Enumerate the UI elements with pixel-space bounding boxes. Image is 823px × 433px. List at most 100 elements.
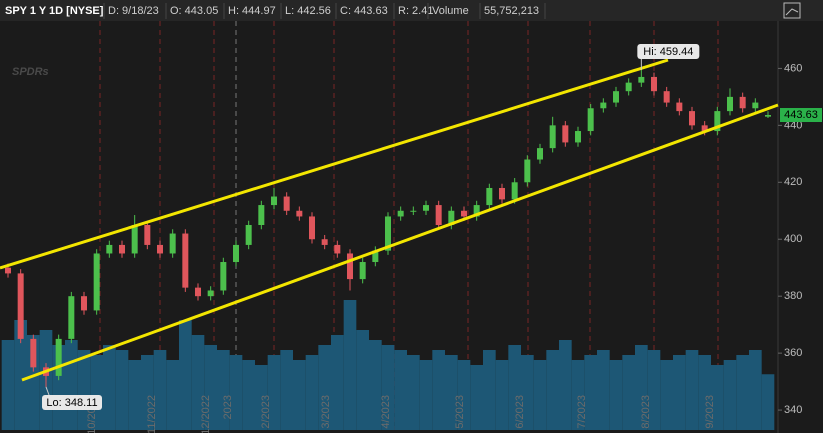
candle-body	[765, 115, 771, 117]
month-label: 11/2022	[146, 395, 158, 433]
volume-bar	[179, 320, 192, 430]
candle-body	[334, 244, 341, 254]
date: D: 9/18/23	[108, 5, 159, 17]
volume-bar	[128, 360, 141, 430]
candle-body	[651, 76, 657, 92]
y-tick-label: 420	[784, 176, 802, 188]
month-label: 7/2023	[576, 395, 588, 429]
volume-bar	[191, 335, 205, 430]
lo-box	[42, 395, 102, 410]
volume-bar	[673, 355, 686, 430]
volume-bar	[305, 355, 319, 430]
candle-body	[752, 102, 759, 109]
low: L: 442.56	[285, 5, 331, 17]
volume-bar	[166, 360, 179, 430]
volume-bar	[571, 360, 585, 430]
volume-bar	[229, 355, 243, 430]
volume-bar	[153, 350, 167, 430]
y-tick-label: 380	[784, 290, 802, 302]
volume-bar	[293, 360, 306, 430]
y-tick-label: 360	[784, 347, 802, 359]
candle-body	[30, 338, 37, 368]
month-label: 2023	[222, 395, 234, 419]
volume-bar	[381, 345, 395, 430]
last-price-badge	[780, 108, 822, 123]
month-label: 6/2023	[514, 395, 526, 429]
candle-body	[309, 216, 315, 240]
volume-bar	[14, 320, 27, 430]
volume-bar	[521, 355, 534, 430]
candle-body	[372, 250, 379, 263]
month-label: 12/2022	[200, 395, 212, 433]
month-label: 2/2023	[260, 395, 272, 429]
candle-body	[93, 253, 100, 311]
candle-body	[625, 82, 632, 92]
range: R: 2.41	[398, 5, 433, 17]
candle-body	[461, 210, 467, 217]
close: C: 443.63	[340, 5, 388, 17]
header-separators	[103, 3, 546, 19]
candle-body	[68, 296, 75, 339]
volume-bar	[445, 355, 458, 430]
volume-bar	[470, 365, 483, 430]
candle-body	[410, 210, 417, 212]
candle-body	[435, 205, 442, 225]
volume-bar	[27, 335, 40, 430]
candle-body	[106, 244, 113, 254]
volume-bar	[267, 355, 281, 430]
volume-bar	[483, 350, 496, 430]
volume-bar	[723, 360, 737, 430]
candle-body	[157, 244, 163, 254]
month-label: 5/2023	[454, 395, 466, 429]
candle-body	[220, 262, 227, 291]
volume-bar	[394, 350, 407, 430]
watermark: SPDRs	[12, 66, 49, 78]
y-tick-label: 340	[784, 404, 802, 416]
volume-bar	[622, 355, 635, 430]
candle-body	[575, 131, 581, 143]
volume-bar	[369, 340, 382, 430]
volume-bar	[419, 360, 433, 430]
volume-bar	[356, 330, 369, 430]
candle-body	[283, 196, 290, 211]
header: SPY 1 Y 1D [NYSE] D: 9/18/23 O: 443.05 H…	[5, 5, 539, 17]
candle-body	[233, 244, 239, 263]
candle-body	[81, 296, 87, 311]
volume-bar	[217, 350, 230, 430]
candle-body	[17, 273, 24, 339]
tool-icon[interactable]	[783, 2, 801, 19]
candle-body	[5, 267, 11, 274]
volume-bar	[1, 340, 15, 430]
volume-bar	[698, 355, 711, 430]
candle-body	[347, 253, 353, 280]
candle-body	[359, 262, 366, 280]
candle-body	[423, 205, 429, 211]
volume-bar	[90, 355, 103, 430]
candle-body	[207, 290, 214, 297]
volume-bar	[432, 350, 445, 430]
volume-bar	[457, 360, 471, 430]
volume-bar	[204, 345, 217, 430]
volume-bar	[635, 345, 648, 430]
volume-bar	[115, 350, 129, 430]
candle-body	[549, 125, 556, 149]
volume-bar	[736, 355, 749, 430]
volume-bar	[65, 340, 78, 430]
month-label: 9/2023	[704, 395, 716, 429]
volume-bar	[559, 340, 572, 430]
volume-bar	[533, 360, 547, 430]
candle-body	[663, 91, 670, 103]
volume-bar	[685, 350, 699, 430]
y-tick-label: 400	[784, 233, 802, 245]
candle-body	[385, 216, 391, 251]
month-label: 8/2023	[640, 395, 652, 429]
volume-bar	[255, 365, 268, 430]
candle-body	[727, 96, 733, 112]
candle-body	[638, 76, 645, 83]
candle-body	[271, 196, 277, 206]
volume-label: Volume	[432, 5, 469, 17]
month-label: 3/2023	[320, 395, 332, 429]
volume-bar	[318, 345, 331, 430]
volume: 55,752,213	[484, 5, 539, 17]
